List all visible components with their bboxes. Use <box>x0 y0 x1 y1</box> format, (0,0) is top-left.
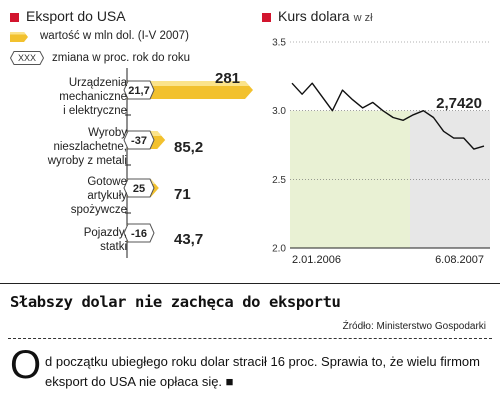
right-panel-unit: w zł <box>353 12 373 24</box>
right-title-marker <box>262 13 271 22</box>
y-tick-label: 2.5 <box>272 175 286 186</box>
last-value-label: 2,7420 <box>436 95 482 112</box>
headline: Słabszy dolar nie zachęca do eksportu <box>10 293 341 311</box>
x-end-label: 6.08.2007 <box>435 254 484 266</box>
change-badge-label: -16 <box>131 228 147 240</box>
category-label: Wyroby nieszlachetne, wyroby z metali <box>47 127 127 167</box>
change-badge: 21,7 <box>123 80 155 100</box>
exchange-rate-line-chart: 2.0 2.5 3.0 3.5 2,7420 2.01.2006 6.08.2007 <box>272 38 490 266</box>
right-panel-title-text: Kurs dolara <box>278 8 350 24</box>
change-badge-label: 21,7 <box>128 85 149 97</box>
exchange-rate-line <box>291 82 485 150</box>
change-badge: -16 <box>123 223 155 243</box>
legend-bar-swatch <box>10 31 30 42</box>
source-note: Źródło: Ministerstwo Gospodarki <box>342 321 486 332</box>
export-bar-svg: 21,7 -37 25 -16 <box>123 68 253 258</box>
legend-bar-row: wartość w mln dol. (I-V 2007) <box>10 30 189 42</box>
dropcap-letter: O <box>10 343 42 387</box>
legend-change-symbol: XXX <box>10 51 44 65</box>
change-badge: -37 <box>123 130 155 150</box>
y-tick-label: 3.5 <box>272 38 286 49</box>
value-label: 71 <box>174 186 191 203</box>
export-bar-chart: 21,7 -37 25 -16 Urządzenia mechaniczne i el… <box>10 68 253 258</box>
left-title-marker <box>10 13 19 22</box>
y-tick-label: 2.0 <box>272 244 286 255</box>
category-label: Pojazdy, statki <box>83 227 127 253</box>
value-label: 85,2 <box>174 139 204 156</box>
value-label: 43,7 <box>174 231 204 248</box>
y-tick-label: 3.0 <box>272 106 286 117</box>
right-panel-title: Kurs dolara w zł <box>278 8 373 24</box>
left-panel-title: Eksport do USA <box>26 8 126 24</box>
change-badge-label: 25 <box>133 183 145 195</box>
bar <box>127 81 253 99</box>
legend-change-label: zmiana w proc. rok do roku <box>52 52 191 64</box>
value-label: 281 <box>215 70 241 87</box>
legend-change-row: XXX zmiana w proc. rok do roku <box>10 51 190 65</box>
category-label: Gotowe artykuły spożywcze <box>70 176 127 216</box>
category-label: Urządzenia mechaniczne i elektryczne <box>59 77 127 117</box>
x-start-label: 2.01.2006 <box>292 254 341 266</box>
lead-paragraph: d początku ubiegłego roku dolar stracił … <box>45 354 480 389</box>
legend-bar-label: wartość w mln dol. (I-V 2007) <box>40 30 189 42</box>
change-badge: 25 <box>123 178 155 198</box>
change-badge-label: -37 <box>131 135 147 147</box>
dashed-divider <box>8 338 492 339</box>
top-divider <box>0 283 500 284</box>
legend-change-symbol-text: XXX <box>17 53 36 63</box>
